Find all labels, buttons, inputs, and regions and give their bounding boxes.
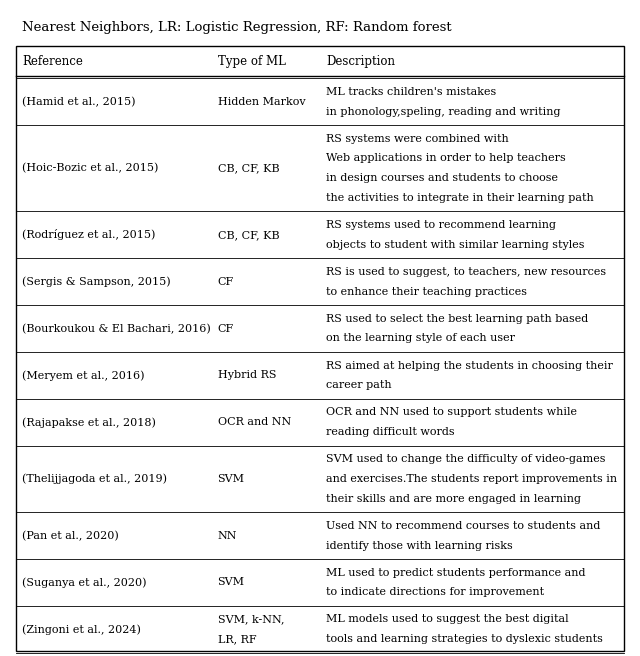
Text: Hidden Markov: Hidden Markov [218,96,305,107]
Text: identify those with learning risks: identify those with learning risks [326,541,513,550]
Text: CB, CF, KB: CB, CF, KB [218,230,279,240]
Text: their skills and are more engaged in learning: their skills and are more engaged in lea… [326,494,581,504]
Text: (Thelijjagoda et al., 2019): (Thelijjagoda et al., 2019) [22,474,168,484]
Text: RS used to select the best learning path based: RS used to select the best learning path… [326,314,589,323]
Text: Nearest Neighbors, LR: Logistic Regression, RF: Random forest: Nearest Neighbors, LR: Logistic Regressi… [22,21,452,34]
Text: to enhance their teaching practices: to enhance their teaching practices [326,287,527,297]
Text: ML tracks children's mistakes: ML tracks children's mistakes [326,87,497,97]
Text: (Suganya et al., 2020): (Suganya et al., 2020) [22,577,147,588]
Text: (Rodríguez et al., 2015): (Rodríguez et al., 2015) [22,230,156,240]
Text: RS systems used to recommend learning: RS systems used to recommend learning [326,220,556,230]
Text: (Rajapakse et al., 2018): (Rajapakse et al., 2018) [22,417,156,428]
Text: on the learning style of each user: on the learning style of each user [326,333,515,344]
Text: Reference: Reference [22,54,83,68]
Text: and exercises.The students report improvements in: and exercises.The students report improv… [326,474,618,484]
Text: (Hamid et al., 2015): (Hamid et al., 2015) [22,96,136,107]
Text: Hybrid RS: Hybrid RS [218,371,276,380]
Text: Used NN to recommend courses to students and: Used NN to recommend courses to students… [326,521,601,531]
Text: Description: Description [326,54,396,68]
Text: (Bourkoukou & El Bachari, 2016): (Bourkoukou & El Bachari, 2016) [22,323,211,334]
Text: ML models used to suggest the best digital: ML models used to suggest the best digit… [326,615,569,625]
Text: to indicate directions for improvement: to indicate directions for improvement [326,587,545,598]
Text: (Sergis & Sampson, 2015): (Sergis & Sampson, 2015) [22,276,171,287]
Text: OCR and NN: OCR and NN [218,417,291,427]
Text: CF: CF [218,277,234,287]
Text: ML used to predict students performance and: ML used to predict students performance … [326,567,586,578]
Text: career path: career path [326,380,392,390]
Text: LR, RF: LR, RF [218,634,256,644]
Text: OCR and NN used to support students while: OCR and NN used to support students whil… [326,407,577,417]
Text: SVM: SVM [218,577,244,588]
Text: objects to student with similar learning styles: objects to student with similar learning… [326,239,585,250]
Text: in phonology,speling, reading and writing: in phonology,speling, reading and writin… [326,107,561,117]
Text: Type of ML: Type of ML [218,54,285,68]
Text: RS aimed at helping the students in choosing their: RS aimed at helping the students in choo… [326,361,613,371]
Text: Web applications in order to help teachers: Web applications in order to help teache… [326,154,566,163]
Text: (Pan et al., 2020): (Pan et al., 2020) [22,531,119,541]
Text: SVM: SVM [218,474,244,484]
Text: CB, CF, KB: CB, CF, KB [218,163,279,173]
Text: tools and learning strategies to dyslexic students: tools and learning strategies to dyslexi… [326,634,604,644]
Text: (Zingoni et al., 2024): (Zingoni et al., 2024) [22,624,141,634]
Text: RS systems were combined with: RS systems were combined with [326,134,509,144]
Text: NN: NN [218,531,237,541]
Text: SVM, k-NN,: SVM, k-NN, [218,615,284,625]
Text: reading difficult words: reading difficult words [326,427,455,437]
Text: in design courses and students to choose: in design courses and students to choose [326,173,558,183]
Text: (Meryem et al., 2016): (Meryem et al., 2016) [22,370,145,380]
Text: SVM used to change the difficulty of video-games: SVM used to change the difficulty of vid… [326,454,606,464]
Text: the activities to integrate in their learning path: the activities to integrate in their lea… [326,193,594,203]
Text: RS is used to suggest, to teachers, new resources: RS is used to suggest, to teachers, new … [326,267,607,277]
Text: (Hoic-Bozic et al., 2015): (Hoic-Bozic et al., 2015) [22,163,159,173]
Text: CF: CF [218,323,234,333]
